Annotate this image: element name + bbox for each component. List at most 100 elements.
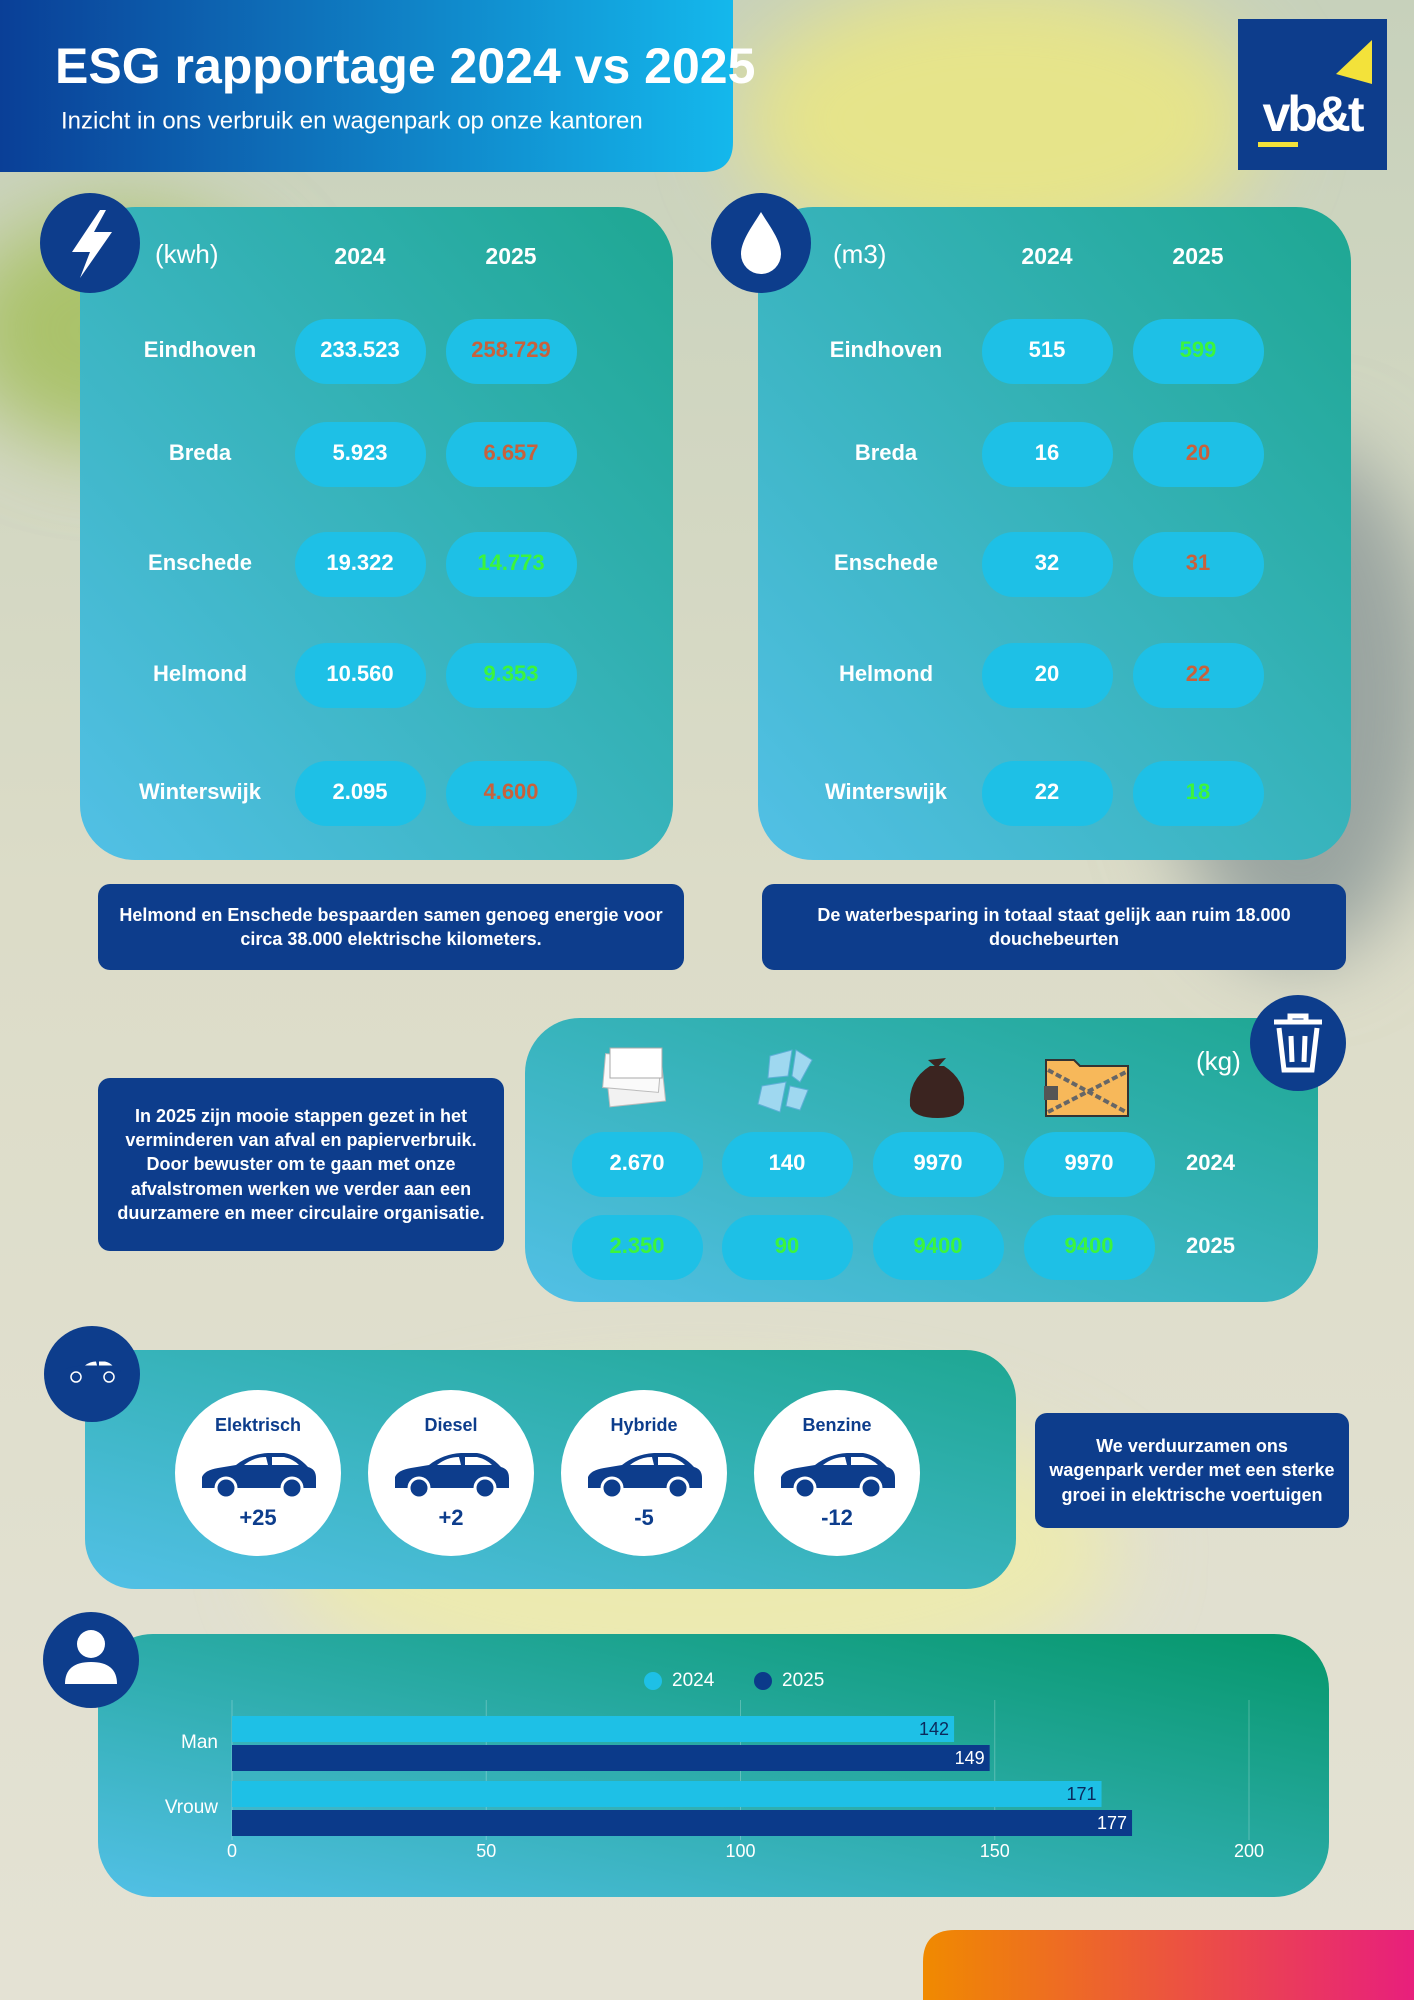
bar [232, 1810, 1133, 1836]
corner-decoration [923, 1930, 1414, 2000]
value-2024: 16 [1035, 440, 1059, 465]
bar-value-label: 142 [919, 1719, 949, 1739]
value-pill [446, 319, 577, 384]
year-header: 2024 [334, 243, 385, 269]
value-pill [295, 422, 426, 487]
vehicle-name: Benzine [802, 1415, 871, 1435]
waste-value: 9400 [914, 1233, 963, 1258]
logo-text: vb&t [1262, 86, 1364, 142]
vehicle-change: -12 [821, 1505, 853, 1530]
location-label: Breda [855, 440, 918, 465]
value-2025: 258.729 [471, 337, 551, 362]
x-tick-label: 200 [1234, 1841, 1264, 1861]
title: ESG rapportage 2024 vs 2025 [55, 38, 755, 94]
location-label: Winterswijk [139, 779, 262, 804]
logo-accent [1336, 40, 1372, 84]
value-pill [982, 761, 1113, 826]
glass-icon [757, 1049, 813, 1113]
value-2024: 32 [1035, 550, 1059, 575]
value-2025: 14.773 [477, 550, 544, 575]
value-pill [295, 319, 426, 384]
value-pill [295, 532, 426, 597]
value-2024: 2.095 [332, 779, 387, 804]
location-label: Eindhoven [830, 337, 942, 362]
unit-label: (kwh) [155, 239, 219, 269]
value-pill [1133, 761, 1264, 826]
fleet-note: We verduurzamen ons wagenpark verder met… [1035, 1413, 1349, 1528]
trash [1274, 1013, 1322, 1073]
waste-icons [602, 1047, 1129, 1118]
water-note: De waterbesparing in totaal staat gelijk… [762, 884, 1346, 970]
bar-value-label: 149 [955, 1748, 985, 1768]
waste-value: 90 [775, 1233, 799, 1258]
waste-value: 9970 [1065, 1150, 1114, 1175]
value-2025: 6.657 [483, 440, 538, 465]
legend-label: 2024 [672, 1670, 715, 1691]
value-pill [873, 1215, 1004, 1280]
waste-value: 9970 [914, 1150, 963, 1175]
value-2025: 4.600 [483, 779, 538, 804]
person-head [77, 1630, 105, 1658]
value-2024: 20 [1035, 661, 1059, 686]
value-pill [295, 761, 426, 826]
y-tick-label: Man [181, 1732, 218, 1753]
value-2024: 19.322 [326, 550, 393, 575]
year-label: 2024 [1186, 1150, 1236, 1175]
location-label: Helmond [839, 661, 933, 686]
folder-icon [1044, 1059, 1129, 1117]
section-icons [40, 193, 1346, 1708]
value-pill [982, 422, 1113, 487]
vehicle-change: +25 [239, 1505, 276, 1530]
drop [741, 212, 781, 274]
waste-note: In 2025 zijn mooie stappen gezet in het … [98, 1078, 504, 1251]
energy-note: Helmond en Enschede bespaarden samen gen… [98, 884, 684, 970]
legend-marker [644, 1672, 662, 1690]
vehicle-name: Elektrisch [215, 1415, 301, 1435]
bag-icon [909, 1058, 965, 1118]
legend-label: 2025 [782, 1670, 824, 1691]
paper-icon [602, 1047, 667, 1108]
lightning [72, 210, 112, 278]
bar [232, 1781, 1102, 1807]
value-2025: 31 [1186, 550, 1210, 575]
value-2025: 22 [1186, 661, 1210, 686]
year-label: 2025 [1186, 1233, 1235, 1258]
year-header: 2024 [1021, 243, 1072, 269]
value-2024: 10.560 [326, 661, 393, 686]
location-label: Winterswijk [825, 779, 948, 804]
x-tick-label: 50 [476, 1841, 496, 1861]
x-tick-label: 100 [725, 1841, 755, 1861]
value-2025: 20 [1186, 440, 1210, 465]
location-label: Helmond [153, 661, 247, 686]
waste-value: 2.670 [609, 1150, 664, 1175]
value-pill [446, 422, 577, 487]
people-icon [43, 1612, 139, 1708]
value-pill [982, 643, 1113, 708]
waste-value: 2.350 [609, 1233, 664, 1258]
value-pill [572, 1215, 703, 1280]
vehicle-change: +2 [438, 1505, 463, 1530]
unit-label: (m3) [833, 239, 886, 269]
value-pill [982, 319, 1113, 384]
waste-icon [1250, 995, 1346, 1091]
logo-underline [1258, 142, 1298, 147]
location-label: Enschede [148, 550, 252, 575]
bar-value-label: 171 [1066, 1784, 1096, 1804]
subtitle: Inzicht in ons verbruik en wagenpark op … [61, 107, 643, 134]
waste-value: 9400 [1065, 1233, 1114, 1258]
value-pill [982, 532, 1113, 597]
bar [232, 1716, 955, 1742]
value-pill [446, 643, 577, 708]
vehicle-change: -5 [634, 1505, 654, 1530]
value-pill [722, 1215, 853, 1280]
x-tick-label: 150 [980, 1841, 1010, 1861]
year-header: 2025 [1172, 243, 1223, 269]
value-2024: 515 [1029, 337, 1066, 362]
value-2025: 9.353 [483, 661, 538, 686]
year-header: 2025 [485, 243, 536, 269]
header-banner [0, 0, 733, 172]
value-pill [1024, 1132, 1155, 1197]
bar-value-label: 177 [1097, 1813, 1127, 1833]
value-pill [446, 761, 577, 826]
